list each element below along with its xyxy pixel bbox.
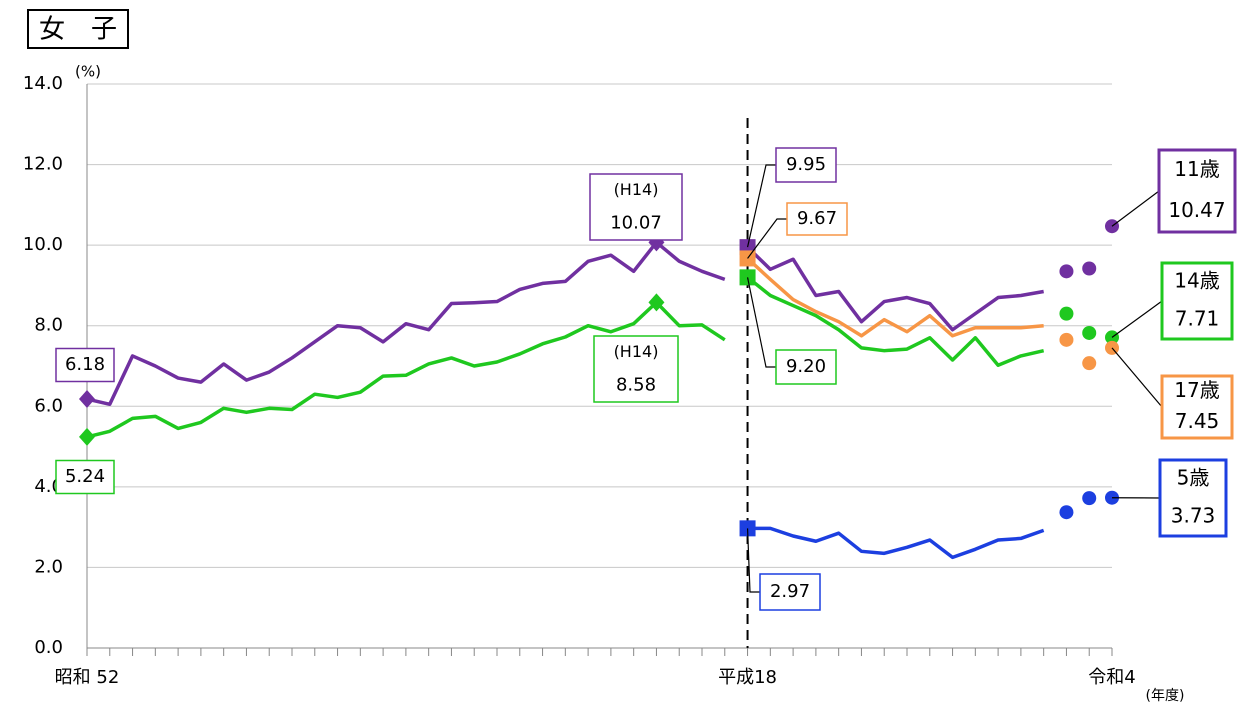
label-box — [775, 349, 837, 385]
connector — [1111, 190, 1160, 227]
series-line — [746, 257, 1044, 338]
point — [1059, 306, 1074, 321]
connector — [746, 164, 776, 248]
label-box — [775, 147, 837, 183]
series-name: 11歳 — [1174, 157, 1219, 181]
connector — [1111, 347, 1163, 408]
label-box — [759, 573, 821, 611]
label-box — [1158, 458, 1228, 538]
y-tick-label: 0.0 — [34, 637, 63, 658]
label-box — [593, 335, 679, 403]
value-label: 10.47 — [1168, 198, 1225, 222]
y-tick-label: 10.0 — [23, 234, 63, 255]
x-axis-unit: (年度) — [1146, 688, 1185, 704]
point — [1082, 325, 1097, 340]
title-box — [27, 9, 129, 49]
value-label: 10.07 — [610, 213, 662, 234]
x-tick-label: 昭和 52 — [55, 667, 120, 688]
y-tick-label: 2.0 — [34, 556, 63, 577]
series-line — [86, 300, 726, 439]
value-label: 8.58 — [616, 375, 656, 396]
value-label: 2.97 — [770, 581, 810, 602]
series-line — [746, 245, 1044, 332]
x-tick-label: 平成18 — [718, 667, 777, 688]
value-label: 7.45 — [1175, 409, 1220, 433]
series-line — [747, 526, 1045, 560]
series-name: 5歳 — [1177, 466, 1210, 490]
value-label: 6.18 — [65, 354, 105, 375]
point — [1059, 505, 1074, 520]
annotation: (H14) — [614, 180, 659, 199]
point — [79, 390, 95, 409]
point — [79, 427, 95, 446]
label-box — [1160, 261, 1234, 341]
series-line — [86, 240, 726, 407]
value-label: 9.20 — [786, 356, 826, 377]
y-tick-label: 6.0 — [34, 395, 63, 416]
y-axis-unit: (%) — [75, 63, 101, 81]
label-box — [1160, 374, 1234, 440]
y-tick-label: 8.0 — [34, 315, 63, 336]
y-tick-label: 14.0 — [23, 73, 63, 94]
label-box — [55, 459, 115, 495]
label-box — [55, 347, 115, 383]
point — [1082, 491, 1097, 506]
value-label: 3.73 — [1171, 504, 1216, 528]
label-box — [1157, 148, 1237, 234]
point — [1082, 261, 1097, 276]
annotation: (H14) — [614, 342, 659, 361]
value-label: 5.24 — [65, 466, 105, 487]
y-tick-label: 12.0 — [23, 154, 63, 175]
connector — [746, 277, 776, 368]
chart-title: 女 子 — [39, 15, 117, 45]
series-name: 14歳 — [1174, 269, 1219, 293]
series-line — [746, 276, 1045, 367]
label-box — [786, 202, 848, 236]
connector — [747, 218, 787, 259]
value-label: 7.71 — [1175, 307, 1220, 331]
label-box — [589, 173, 683, 241]
value-label: 9.95 — [786, 154, 826, 175]
point — [648, 293, 665, 312]
point — [1059, 264, 1074, 279]
connector — [1111, 300, 1163, 338]
series-name: 17歳 — [1174, 378, 1219, 402]
point — [1059, 332, 1074, 347]
connector — [746, 528, 760, 593]
x-tick-label: 令和4 — [1088, 667, 1135, 688]
value-label: 9.67 — [797, 208, 837, 229]
point — [1082, 356, 1097, 371]
